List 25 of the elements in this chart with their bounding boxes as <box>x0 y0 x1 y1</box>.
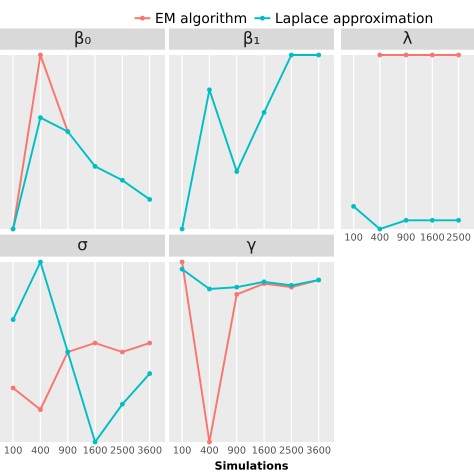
x-tick-label: 1600 <box>421 233 444 241</box>
x-tick-label: 100 <box>174 446 191 454</box>
x-tick-label: 100 <box>4 446 22 454</box>
x-tick-label: 1600 <box>252 446 276 454</box>
chart-title: σ <box>78 241 88 250</box>
legend-label: EM algorithm <box>156 12 246 26</box>
x-tick-label: 2500 <box>280 446 304 454</box>
x-tick-label: 400 <box>371 233 388 241</box>
x-tick-label: 3600 <box>138 446 162 454</box>
x-tick-label: 400 <box>200 446 218 454</box>
x-tick-label: 2500 <box>446 233 470 241</box>
x-tick-label: 400 <box>32 446 50 454</box>
chart-title: β₁ <box>244 31 260 48</box>
chart-title: β₀ <box>75 31 91 48</box>
chart-title: γ <box>246 241 256 254</box>
x-tick-label: 100 <box>345 233 362 241</box>
x-tick-label: 900 <box>397 233 415 241</box>
chart-title: λ <box>403 31 412 44</box>
x-tick-label: 2500 <box>110 446 134 454</box>
x-tick-label: 900 <box>59 446 76 454</box>
legend-label: Laplace approximation <box>276 12 432 26</box>
x-tick-label: 3600 <box>307 446 330 454</box>
x-axis-title: Simulations <box>215 461 288 470</box>
x-tick-label: 900 <box>228 446 246 454</box>
x-tick-label: 1600 <box>84 446 107 454</box>
